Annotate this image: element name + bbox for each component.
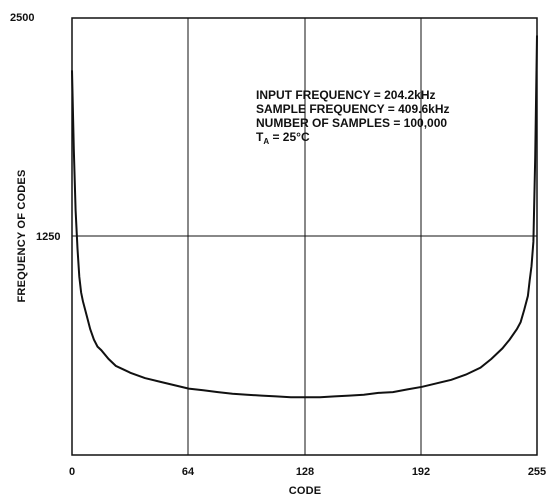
gridlines [72,18,537,455]
x-tick-64: 64 [182,466,195,478]
x-axis-title: CODE [289,485,322,497]
y-axis-title: FREQUENCY OF CODES [16,170,28,303]
annotation-block: INPUT FREQUENCY = 204.2kHz SAMPLE FREQUE… [256,88,450,146]
x-tick-255: 255 [528,466,546,478]
x-tick-128: 128 [296,466,314,478]
y-tick-labels: 2500 1250 [10,12,60,243]
x-tick-0: 0 [69,466,75,478]
annotation-input-frequency: INPUT FREQUENCY = 204.2kHz [256,88,436,102]
annotation-ambient-temperature-symbol: T [256,130,264,144]
plot-frame [71,17,538,456]
annotation-ambient-temperature-subscript: A [263,137,269,146]
annotation-sample-frequency: SAMPLE FREQUENCY = 409.6kHz [256,102,450,116]
series-line [71,35,538,399]
x-tick-labels: 0 64 128 192 255 [69,466,546,478]
y-tick-1250: 1250 [36,231,60,243]
x-tick-192: 192 [412,466,430,478]
annotation-ambient-temperature: TA = 25°C [256,130,310,146]
y-tick-2500: 2500 [10,12,34,24]
annotation-number-of-samples: NUMBER OF SAMPLES = 100,000 [256,116,447,130]
annotation-ambient-temperature-value: = 25°C [269,130,310,144]
